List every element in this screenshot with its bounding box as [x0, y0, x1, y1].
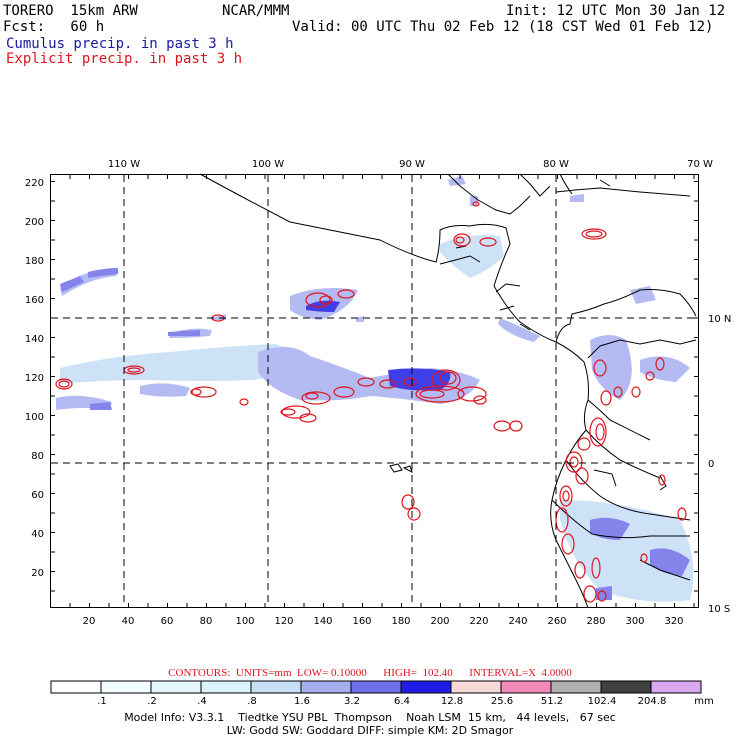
map-frame — [50, 174, 699, 608]
legend-swatch — [450, 680, 502, 694]
y-tick-220: 220 — [25, 178, 44, 189]
y-tick-80: 80 — [31, 451, 44, 462]
latlon-grid — [51, 175, 698, 607]
x-tick-60: 60 — [161, 616, 174, 627]
contours-info: CONTOURS: UNITS=mm LOW= 0.10000 HIGH= 10… — [168, 667, 572, 679]
explicit-precip-contours — [55, 201, 687, 603]
cumulus-precip-layer — [56, 176, 694, 602]
model-info-line2: LW: Godd SW: Goddard DIFF: simple KM: 2D… — [226, 724, 514, 737]
lon-label-80w: 80 W — [543, 159, 569, 170]
legend-swatch — [50, 680, 102, 694]
x-tick-140: 140 — [313, 616, 332, 627]
x-tick-120: 120 — [274, 616, 293, 627]
lon-label-90w: 90 W — [399, 159, 425, 170]
lat-label-10n: 10 N — [708, 314, 731, 325]
x-tick-180: 180 — [391, 616, 410, 627]
y-tick-160: 160 — [25, 295, 44, 306]
legend-swatch — [500, 680, 552, 694]
y-tick-140: 140 — [25, 334, 44, 345]
x-tick-200: 200 — [430, 616, 449, 627]
legend-value: .4 — [197, 696, 207, 707]
legend-swatch — [550, 680, 602, 694]
legend-value: 6.4 — [394, 696, 410, 707]
model-info-line1: Model Info: V3.3.1 Tiedtke YSU PBL Thomp… — [124, 711, 616, 724]
legend-value: .2 — [147, 696, 157, 707]
longitude-labels: 110 W 100 W 90 W 80 W 70 W — [108, 159, 713, 170]
x-grid-index-labels: 20 40 60 80 100 120 140 160 180 200 220 … — [83, 616, 684, 627]
legend-value: .8 — [247, 696, 257, 707]
x-tick-20: 20 — [83, 616, 96, 627]
y-tick-180: 180 — [25, 256, 44, 267]
coastline — [199, 173, 697, 609]
lat-label-0: 0 — [708, 459, 714, 470]
y-tick-40: 40 — [31, 529, 44, 540]
y-tick-60: 60 — [31, 490, 44, 501]
legend-value: 204.8 — [638, 696, 667, 707]
legend-value: 25.6 — [491, 696, 513, 707]
color-legend-labels: .1 .2 .4 .8 1.6 3.2 6.4 12.8 25.6 51.2 1… — [97, 696, 714, 707]
axis-ticks — [51, 175, 698, 607]
x-tick-100: 100 — [235, 616, 254, 627]
forecast-hour: Fcst: 60 h — [3, 19, 105, 35]
org-label: NCAR/MMM — [222, 3, 290, 19]
x-tick-220: 220 — [469, 616, 488, 627]
color-legend-bar — [50, 680, 702, 694]
lon-label-110w: 110 W — [108, 159, 140, 170]
x-tick-240: 240 — [508, 616, 527, 627]
x-tick-320: 320 — [664, 616, 683, 627]
legend-swatch — [250, 680, 302, 694]
legend-swatch — [600, 680, 652, 694]
legend-swatch — [350, 680, 402, 694]
legend-value: .1 — [97, 696, 107, 707]
model-title: TORERO 15km ARW — [3, 3, 138, 19]
legend-swatch — [650, 680, 702, 694]
x-tick-280: 280 — [586, 616, 605, 627]
y-tick-20: 20 — [31, 568, 44, 579]
latitude-labels: 10 N 0 10 S — [708, 314, 731, 615]
legend-value: 3.2 — [344, 696, 360, 707]
x-tick-300: 300 — [625, 616, 644, 627]
lon-label-100w: 100 W — [252, 159, 284, 170]
legend-value: 102.4 — [588, 696, 617, 707]
legend-swatch — [150, 680, 202, 694]
y-grid-index-labels: 220 200 180 160 140 120 100 80 60 40 20 — [25, 178, 44, 579]
y-tick-200: 200 — [25, 217, 44, 228]
legend-swatch — [100, 680, 152, 694]
x-tick-160: 160 — [352, 616, 371, 627]
x-tick-80: 80 — [200, 616, 213, 627]
init-time: Init: 12 UTC Mon 30 Jan 12 — [506, 3, 726, 19]
lat-label-10s: 10 S — [708, 604, 730, 615]
field-explicit-label: Explicit precip. in past 3 h — [6, 51, 243, 67]
lon-label-70w: 70 W — [687, 159, 713, 170]
legend-swatch — [300, 680, 352, 694]
y-tick-100: 100 — [25, 412, 44, 423]
x-tick-40: 40 — [122, 616, 135, 627]
valid-time: Valid: 00 UTC Thu 02 Feb 12 (18 CST Wed … — [292, 19, 714, 35]
legend-value: 12.8 — [441, 696, 463, 707]
field-cumulus-label: Cumulus precip. in past 3 h — [6, 36, 234, 52]
legend-swatch — [400, 680, 452, 694]
y-tick-120: 120 — [25, 373, 44, 384]
legend-value: 1.6 — [294, 696, 310, 707]
legend-swatch — [200, 680, 252, 694]
legend-value: 51.2 — [541, 696, 563, 707]
legend-unit: mm — [694, 696, 713, 707]
x-tick-260: 260 — [547, 616, 566, 627]
